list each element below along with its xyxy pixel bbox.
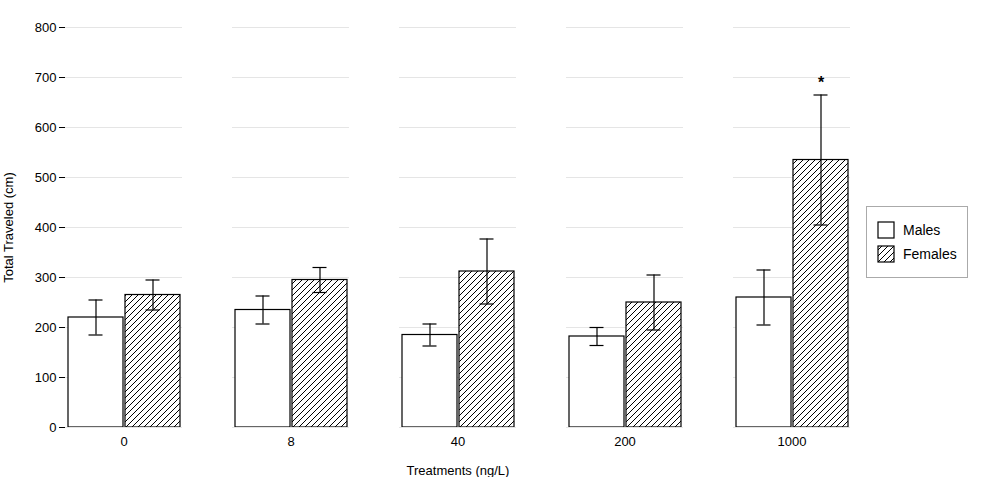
svg-text:*: * <box>818 74 825 91</box>
svg-text:100: 100 <box>35 370 57 385</box>
svg-text:0: 0 <box>120 434 127 449</box>
html-text:Males: Males <box>903 222 941 238</box>
svg-text:300: 300 <box>35 270 57 285</box>
svg-text:500: 500 <box>35 170 57 185</box>
svg-text:800: 800 <box>35 20 57 35</box>
svg-text:400: 400 <box>35 220 57 235</box>
svg-text:1000: 1000 <box>778 434 807 449</box>
svg-text:700: 700 <box>35 70 57 85</box>
svg-text:40: 40 <box>451 434 465 449</box>
svg-text:200: 200 <box>35 320 57 335</box>
svg-text:8: 8 <box>287 434 294 449</box>
html-text:Females: Females <box>903 246 957 262</box>
svg-text:600: 600 <box>35 120 57 135</box>
svg-text:Treatments (ng/L): Treatments (ng/L) <box>407 463 510 478</box>
svg-text:Total Traveled (cm): Total Traveled (cm) <box>1 172 16 283</box>
svg-text:0: 0 <box>49 420 56 435</box>
svg-text:200: 200 <box>614 434 636 449</box>
